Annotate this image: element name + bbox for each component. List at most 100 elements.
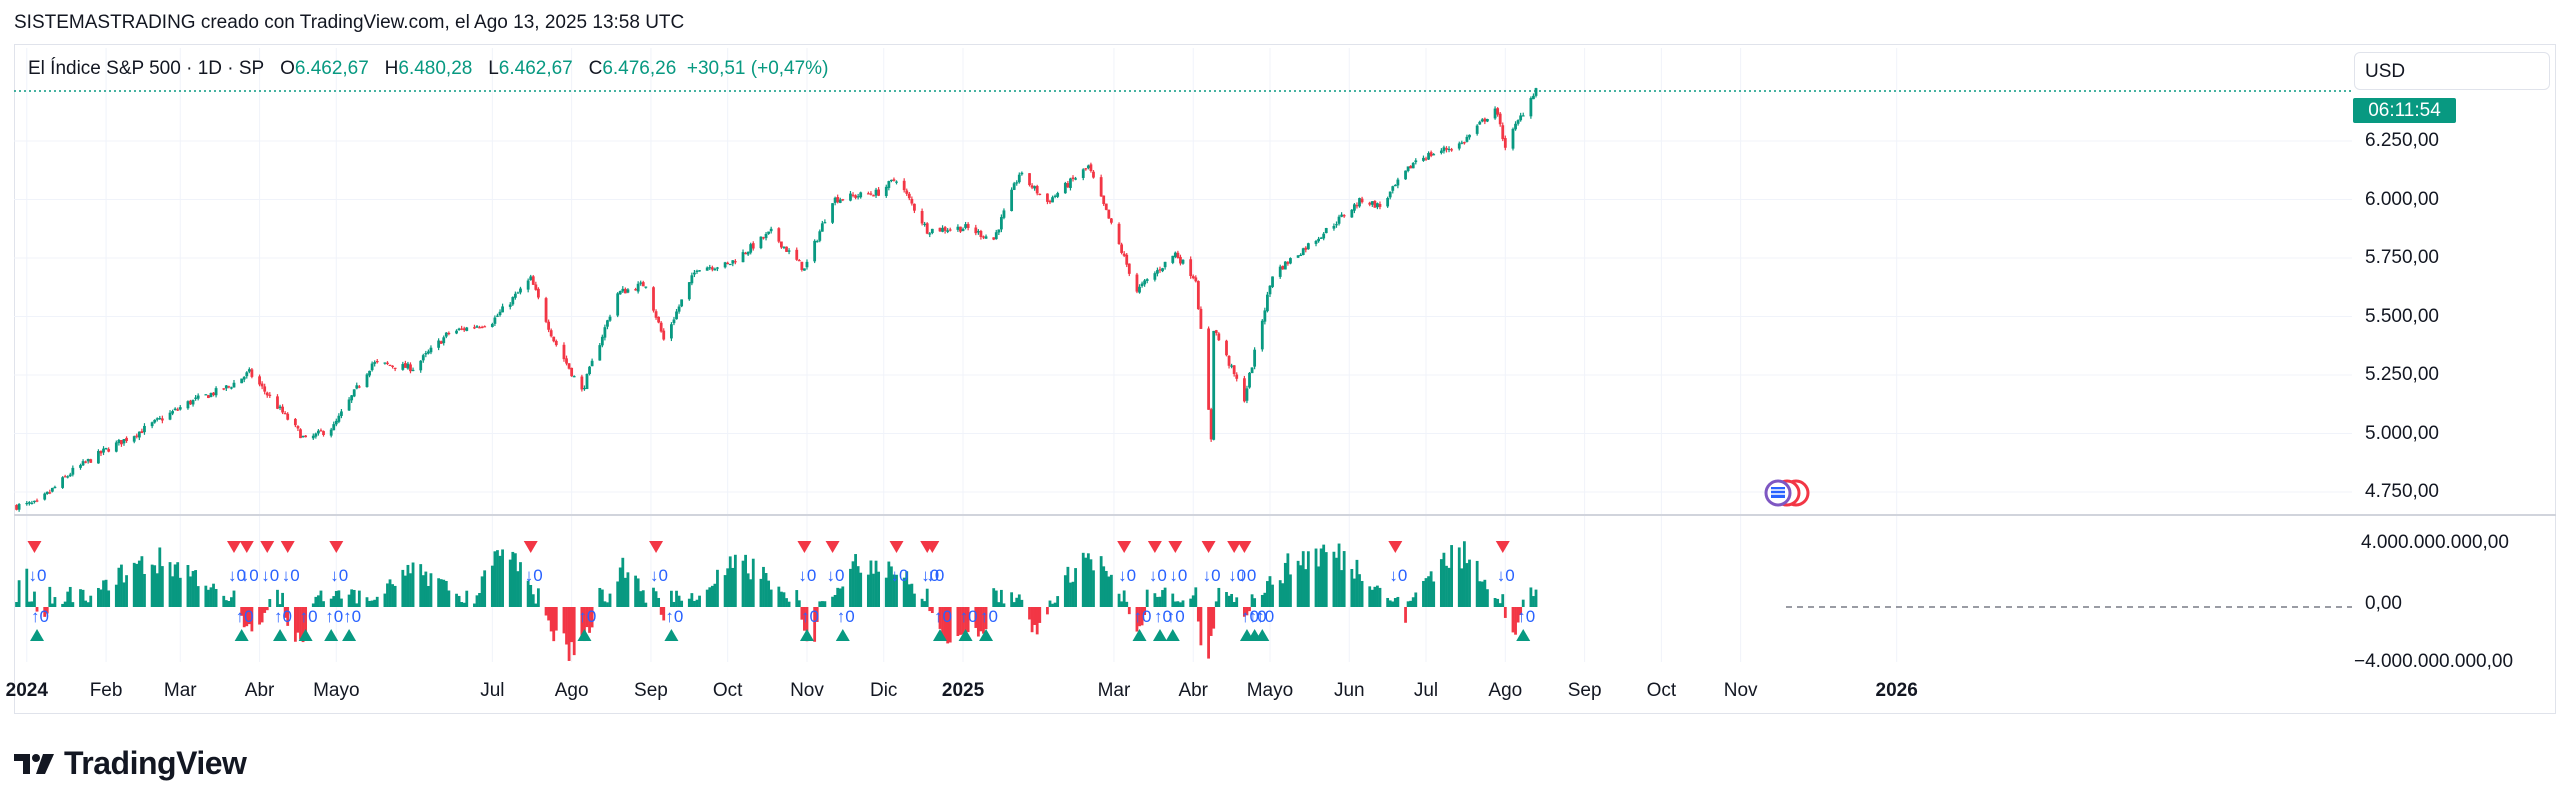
candle bbox=[1235, 372, 1239, 382]
currency-selector[interactable]: USD bbox=[2354, 52, 2550, 90]
oscillator-bar bbox=[1450, 545, 1453, 607]
candle bbox=[97, 449, 100, 464]
candle bbox=[176, 407, 180, 412]
buy-signal-marker bbox=[298, 629, 313, 641]
oscillator-axis-label: −4.000.000.000,00 bbox=[2354, 651, 2514, 672]
candle bbox=[247, 367, 251, 374]
us-flag-event-icon[interactable] bbox=[1764, 479, 1810, 507]
candle bbox=[15, 504, 18, 511]
candle bbox=[910, 196, 914, 206]
divergence-label: ↑0 bbox=[31, 607, 49, 626]
oscillator-bar bbox=[240, 607, 244, 616]
divergence-label: ↓0 bbox=[650, 566, 668, 585]
oscillator-bar bbox=[785, 598, 788, 607]
oscillator-bar bbox=[907, 584, 911, 607]
candle bbox=[675, 308, 678, 320]
candle bbox=[30, 500, 34, 505]
oscillator-bar bbox=[716, 569, 719, 607]
oscillator-bar bbox=[286, 607, 290, 626]
candle bbox=[552, 336, 556, 343]
candle bbox=[155, 417, 159, 422]
buy-signal-marker bbox=[342, 629, 357, 641]
oscillator-bar bbox=[1120, 601, 1124, 607]
candle bbox=[841, 198, 845, 202]
oscillator-bar bbox=[1281, 583, 1285, 607]
oscillator-bar bbox=[207, 589, 210, 607]
candle bbox=[1217, 332, 1221, 342]
oscillator-bar bbox=[1086, 553, 1090, 607]
oscillator-bar bbox=[1332, 551, 1336, 607]
candle bbox=[1409, 165, 1413, 169]
candle bbox=[1532, 93, 1535, 100]
oscillator-bar bbox=[33, 591, 36, 607]
oscillator-bar bbox=[851, 561, 855, 607]
last-price-tag: 06:11:54 bbox=[2353, 98, 2456, 123]
oscillator-bar bbox=[355, 603, 359, 607]
candle bbox=[104, 447, 108, 450]
oscillator-bar bbox=[401, 569, 405, 607]
candle bbox=[708, 264, 712, 271]
candle bbox=[869, 191, 873, 196]
oscillator-bar bbox=[1099, 556, 1103, 607]
oscillator-bar bbox=[1171, 593, 1175, 607]
candle bbox=[1271, 276, 1274, 289]
candle bbox=[795, 247, 799, 261]
oscillator-bar bbox=[1153, 593, 1157, 607]
candle bbox=[746, 251, 750, 256]
candle bbox=[490, 322, 494, 328]
oscillator-bar bbox=[45, 607, 49, 614]
tradingview-logo[interactable]: TradingView bbox=[14, 745, 247, 782]
candle bbox=[386, 361, 389, 366]
oscillator-bar bbox=[1424, 578, 1428, 607]
oscillator-bar bbox=[1179, 602, 1182, 607]
symbol-legend[interactable]: El Índice S&P 500 · 1D · SP O6.462,67 H6… bbox=[28, 58, 828, 80]
oscillator-bar bbox=[250, 607, 254, 632]
candle bbox=[1181, 259, 1185, 265]
oscillator-bar bbox=[61, 603, 65, 607]
divergence-label: ↑0 bbox=[578, 607, 596, 626]
oscillator-bar bbox=[204, 585, 208, 607]
candle bbox=[81, 459, 85, 467]
oscillator-bar bbox=[158, 547, 162, 607]
oscillator-bar bbox=[813, 607, 817, 642]
time-axis-label: Nov bbox=[1723, 680, 1758, 701]
candle bbox=[728, 263, 732, 266]
candle bbox=[260, 381, 264, 390]
oscillator-bar bbox=[490, 565, 494, 607]
candle bbox=[519, 286, 522, 295]
time-axis-label: 2026 bbox=[1875, 680, 1918, 701]
legend-low-label: L bbox=[488, 58, 499, 79]
candle bbox=[455, 329, 458, 335]
time-axis-label: Abr bbox=[244, 680, 275, 701]
oscillator-bar bbox=[365, 597, 369, 607]
candle bbox=[618, 290, 622, 295]
candle bbox=[1035, 184, 1039, 196]
legend-open-label: O bbox=[280, 58, 295, 79]
oscillator-bar bbox=[260, 607, 264, 623]
candle bbox=[938, 227, 942, 232]
oscillator-bar bbox=[572, 607, 576, 656]
oscillator-bar bbox=[1445, 565, 1448, 607]
oscillator-bar bbox=[820, 601, 824, 607]
candle bbox=[493, 315, 497, 327]
candle bbox=[1225, 339, 1228, 357]
legend-close-value: 6.476,26 bbox=[602, 58, 677, 79]
oscillator-bar bbox=[769, 589, 773, 607]
oscillator-bar bbox=[547, 607, 551, 621]
oscillator-bar bbox=[265, 607, 269, 611]
candle bbox=[1084, 167, 1088, 171]
oscillator-bar bbox=[1432, 581, 1436, 607]
oscillator-bar bbox=[636, 578, 640, 607]
oscillator-bar bbox=[749, 579, 753, 607]
candle bbox=[214, 386, 218, 398]
candle bbox=[1445, 146, 1448, 153]
oscillator-bar bbox=[1411, 597, 1415, 607]
oscillator-bar bbox=[723, 575, 727, 607]
oscillator-bar bbox=[1117, 593, 1121, 607]
candle bbox=[659, 321, 663, 333]
candle bbox=[588, 365, 591, 376]
oscillator-bar bbox=[698, 595, 701, 607]
chart-canvas[interactable]: ↓0 ↓0↓0 ↓0 ↓0 ↓0 ↓0 ↓0 ↓0 ↓0 ↓0 ↓0↓0 ↓0 ↓0 ↓0 ↓0 ↓0↓0 ↓0… bbox=[0, 44, 2560, 714]
price-axis-label: 6.250,00 bbox=[2365, 130, 2439, 151]
oscillator-bar bbox=[140, 556, 144, 607]
